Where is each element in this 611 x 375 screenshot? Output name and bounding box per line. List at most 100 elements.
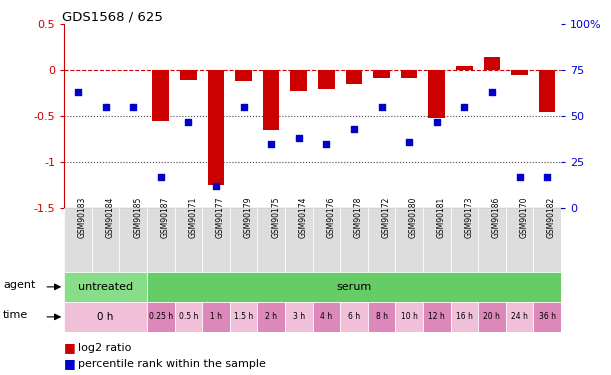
Bar [368, 302, 395, 332]
Bar [450, 302, 478, 332]
Text: 4 h: 4 h [320, 312, 332, 321]
Bar [64, 302, 147, 332]
Bar [257, 208, 285, 272]
Bar [428, 70, 445, 118]
Point [294, 135, 304, 141]
Bar [263, 70, 279, 130]
Bar [147, 302, 175, 332]
Point [376, 104, 386, 110]
Bar [257, 302, 285, 332]
Point [514, 174, 524, 180]
Text: agent: agent [3, 280, 35, 290]
Bar [175, 208, 202, 272]
Bar [202, 302, 230, 332]
Text: GSM90174: GSM90174 [299, 197, 308, 238]
Bar [230, 302, 257, 332]
Point [321, 141, 331, 147]
Point [487, 89, 497, 95]
Text: serum: serum [336, 282, 371, 292]
Text: percentile rank within the sample: percentile rank within the sample [78, 359, 265, 369]
Text: GSM90175: GSM90175 [271, 197, 280, 238]
Bar [533, 208, 561, 272]
Bar [533, 302, 561, 332]
Bar [208, 70, 224, 185]
Text: 6 h: 6 h [348, 312, 360, 321]
Bar [368, 208, 395, 272]
Point [156, 174, 166, 180]
Text: 3 h: 3 h [293, 312, 305, 321]
Bar [456, 66, 472, 70]
Text: GSM90179: GSM90179 [244, 197, 252, 238]
Point [404, 139, 414, 145]
Bar [147, 208, 175, 272]
Bar [395, 208, 423, 272]
Bar [64, 272, 147, 302]
Point [211, 183, 221, 189]
Bar [340, 208, 368, 272]
Bar [175, 302, 202, 332]
Text: GSM90176: GSM90176 [326, 197, 335, 238]
Bar [539, 70, 555, 112]
Bar [395, 302, 423, 332]
Point [349, 126, 359, 132]
Text: ■: ■ [64, 342, 76, 354]
Bar [313, 302, 340, 332]
Point [432, 119, 442, 125]
Text: 2 h: 2 h [265, 312, 277, 321]
Text: 16 h: 16 h [456, 312, 473, 321]
Point [73, 89, 83, 95]
Bar [64, 208, 92, 272]
Text: 10 h: 10 h [401, 312, 417, 321]
Bar [318, 70, 335, 89]
Bar [373, 70, 390, 78]
Text: GSM90172: GSM90172 [381, 197, 390, 238]
Text: time: time [3, 310, 28, 320]
Bar [230, 208, 257, 272]
Bar [180, 70, 197, 80]
Bar [147, 272, 561, 302]
Text: 8 h: 8 h [376, 312, 387, 321]
Text: GDS1568 / 625: GDS1568 / 625 [62, 10, 163, 23]
Bar [484, 57, 500, 70]
Bar [401, 70, 417, 78]
Text: untreated: untreated [78, 282, 133, 292]
Bar [285, 208, 313, 272]
Bar [511, 70, 528, 75]
Point [183, 119, 193, 125]
Text: GSM90180: GSM90180 [409, 197, 418, 238]
Text: 1.5 h: 1.5 h [234, 312, 253, 321]
Text: GSM90183: GSM90183 [78, 197, 87, 238]
Bar [290, 70, 307, 90]
Bar [202, 208, 230, 272]
Bar [478, 302, 506, 332]
Text: GSM90173: GSM90173 [464, 197, 474, 238]
Text: 24 h: 24 h [511, 312, 528, 321]
Text: GSM90187: GSM90187 [161, 197, 170, 238]
Text: GSM90178: GSM90178 [354, 197, 363, 238]
Bar [235, 70, 252, 81]
Text: GSM90186: GSM90186 [492, 197, 501, 238]
Text: 0.25 h: 0.25 h [148, 312, 173, 321]
Bar [506, 208, 533, 272]
Text: GSM90185: GSM90185 [133, 197, 142, 238]
Point [239, 104, 249, 110]
Bar [506, 302, 533, 332]
Text: 1 h: 1 h [210, 312, 222, 321]
Bar [285, 302, 313, 332]
Text: ■: ■ [64, 357, 76, 370]
Text: GSM90170: GSM90170 [519, 197, 529, 238]
Text: GSM90177: GSM90177 [216, 197, 225, 238]
Point [542, 174, 552, 180]
Text: GSM90182: GSM90182 [547, 197, 556, 238]
Point [459, 104, 469, 110]
Text: log2 ratio: log2 ratio [78, 343, 131, 353]
Point [128, 104, 138, 110]
Bar [153, 70, 169, 121]
Text: GSM90184: GSM90184 [106, 197, 114, 238]
Bar [450, 208, 478, 272]
Point [266, 141, 276, 147]
Bar [340, 302, 368, 332]
Bar [478, 208, 506, 272]
Text: GSM90171: GSM90171 [188, 197, 197, 238]
Text: 0.5 h: 0.5 h [178, 312, 198, 321]
